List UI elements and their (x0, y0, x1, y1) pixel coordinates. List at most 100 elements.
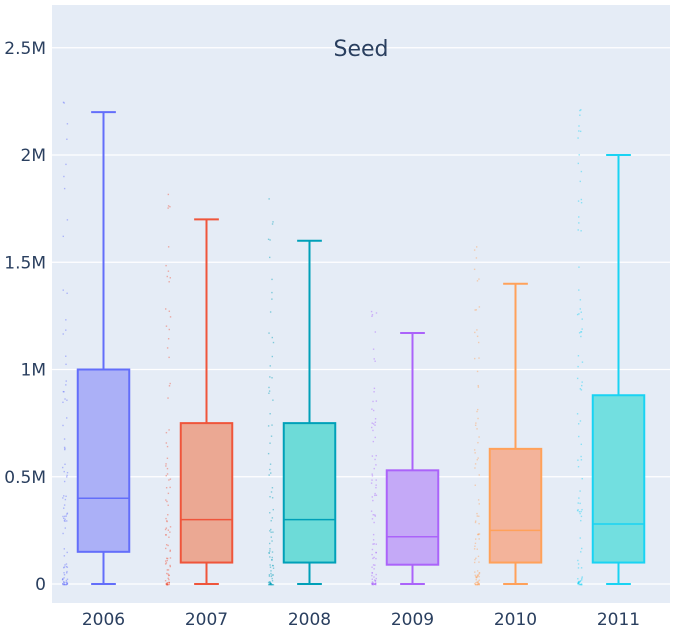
data-point (269, 564, 271, 566)
data-point (62, 532, 64, 535)
data-point (64, 527, 67, 529)
data-point (165, 534, 167, 536)
data-point (476, 428, 478, 430)
data-point (372, 583, 374, 585)
data-point (164, 528, 167, 531)
data-point (66, 578, 69, 580)
data-point (477, 574, 480, 577)
data-point (372, 429, 374, 432)
data-point (268, 552, 270, 554)
data-point (476, 576, 478, 578)
data-point (63, 495, 65, 497)
data-point (66, 417, 68, 419)
data-point (269, 463, 272, 465)
data-point (577, 365, 579, 368)
data-point (577, 578, 579, 580)
x-axis: 2006 2007 2008 2009 2010 2011 (82, 610, 640, 630)
data-point (374, 458, 376, 461)
data-point (374, 418, 377, 420)
data-point (271, 583, 274, 586)
data-point (271, 497, 274, 499)
data-point (375, 557, 377, 560)
data-point (475, 422, 477, 424)
data-point (372, 564, 375, 566)
data-point (271, 336, 273, 339)
data-point (577, 466, 580, 468)
data-point (165, 325, 168, 327)
data-point (477, 341, 480, 344)
data-point (169, 277, 171, 279)
data-point (477, 533, 479, 536)
data-point (476, 335, 479, 338)
data-point (66, 123, 69, 125)
data-point (64, 448, 66, 451)
data-point (477, 441, 479, 444)
data-point (271, 487, 274, 489)
data-point (372, 582, 374, 585)
data-point (581, 508, 583, 511)
data-point (577, 502, 579, 504)
data-point (166, 557, 169, 560)
data-point (270, 531, 272, 533)
data-point (271, 291, 273, 294)
data-point (66, 476, 68, 478)
data-point (474, 574, 477, 577)
data-point (476, 515, 479, 517)
data-point (578, 580, 580, 583)
data-point (268, 574, 271, 576)
data-point (268, 552, 271, 554)
data-point (370, 482, 373, 484)
data-point (478, 503, 480, 505)
data-point (475, 582, 477, 584)
data-point (478, 583, 480, 586)
data-point (167, 529, 170, 531)
data-point (271, 559, 273, 561)
data-point (373, 576, 375, 578)
data-point (580, 198, 583, 201)
data-point (374, 579, 377, 582)
data-point (167, 246, 170, 248)
data-point (579, 580, 581, 583)
data-point (477, 555, 480, 558)
data-point (371, 572, 373, 574)
data-point (373, 387, 376, 390)
data-point (269, 496, 271, 498)
data-point (577, 459, 579, 461)
data-point (577, 559, 579, 562)
data-point (269, 583, 272, 585)
data-point (66, 566, 69, 568)
data-point (269, 512, 271, 514)
data-point (475, 557, 477, 559)
data-point (477, 581, 480, 584)
data-point (267, 425, 270, 427)
data-point (62, 583, 65, 586)
data-point (375, 573, 377, 576)
data-point (375, 577, 377, 580)
data-point (165, 431, 168, 434)
data-point (168, 574, 170, 576)
data-point (374, 580, 377, 582)
data-point (375, 543, 377, 545)
data-point (269, 581, 271, 583)
data-point (63, 470, 65, 473)
data-point (580, 583, 583, 585)
data-point (269, 468, 271, 471)
data-point (373, 583, 376, 585)
data-point (268, 390, 271, 392)
data-point (370, 426, 373, 429)
data-point (271, 559, 273, 561)
data-point (375, 464, 377, 466)
data-point (167, 584, 169, 586)
data-point (268, 474, 270, 476)
data-point (579, 109, 581, 112)
data-point (581, 577, 583, 580)
y-tick-label: 2.5M (4, 39, 46, 59)
data-point (474, 520, 477, 522)
data-point (370, 510, 373, 512)
data-point (65, 563, 68, 565)
data-point (580, 455, 582, 458)
data-point (165, 583, 168, 585)
data-point (577, 567, 580, 569)
data-point (165, 264, 167, 267)
data-point (65, 163, 67, 166)
